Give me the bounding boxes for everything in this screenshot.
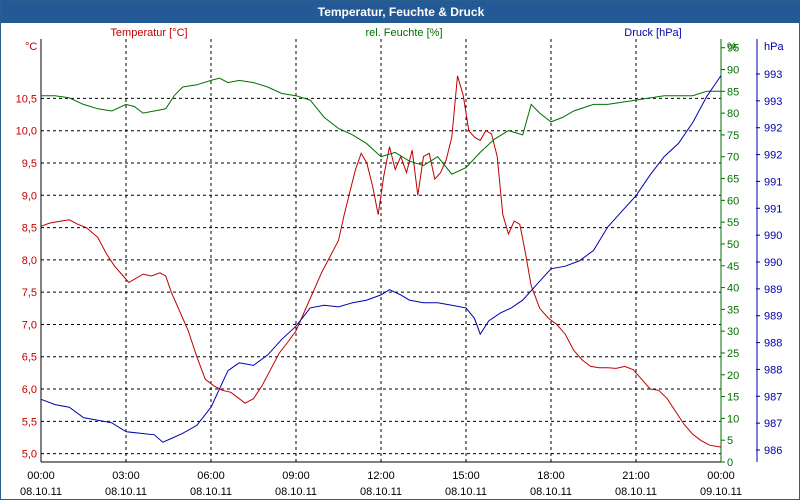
pressure-unit-label: hPa <box>764 41 784 53</box>
labels: 00:00 08.10.11 03:00 08.10.11 06:00 08.10.11 0… <box>16 27 785 498</box>
temperature-tick-label: 9,5 <box>22 158 37 170</box>
x-tick-date: 09.10.11 <box>700 486 742 498</box>
temperature-unit-label: °C <box>25 41 37 53</box>
temperature-tick-label: 7,0 <box>22 319 37 331</box>
pressure-tick-label: 989 <box>764 311 782 323</box>
x-tick-time: 18:00 <box>537 470 565 482</box>
humidity-tick-label: 60 <box>727 195 739 207</box>
humidity-tick-label: 70 <box>727 152 739 164</box>
humidity-tick-label: 85 <box>727 86 739 98</box>
temperature-tick-label: 5,5 <box>22 416 37 428</box>
temperature-tick-label: 7,5 <box>22 287 37 299</box>
x-tick-date: 08.10.11 <box>530 486 572 498</box>
temperature-tick-label: 9,0 <box>22 190 37 202</box>
series-line-pressure <box>40 75 722 443</box>
humidity-tick-label: 75 <box>727 130 739 142</box>
temperature-tick-label: 6,5 <box>22 352 37 364</box>
humidity-tick-label: 15 <box>727 392 739 404</box>
x-tick-time: 21:00 <box>622 470 650 482</box>
pressure-tick-label: 993 <box>764 69 782 81</box>
series <box>40 75 722 448</box>
legend-temperature: Temperatur [°C] <box>110 27 187 39</box>
pressure-tick-label: 987 <box>764 391 782 403</box>
humidity-tick-label: 90 <box>727 65 739 77</box>
x-tick-time: 00:00 <box>27 470 55 482</box>
temperature-tick-label: 8,0 <box>22 255 37 267</box>
pressure-tick-label: 988 <box>764 338 782 350</box>
x-tick-date: 08.10.11 <box>445 486 487 498</box>
humidity-tick-label: 55 <box>727 217 739 229</box>
window-title: Temperatur, Feuchte & Druck <box>1 1 800 23</box>
humidity-tick-label: 5 <box>727 435 733 447</box>
x-tick-date: 08.10.11 <box>275 486 317 498</box>
pressure-tick-label: 992 <box>764 150 782 162</box>
grid <box>41 39 721 462</box>
temperature-tick-label: 10,0 <box>16 126 37 138</box>
x-tick-date: 08.10.11 <box>20 486 62 498</box>
pressure-tick-label: 990 <box>764 230 782 242</box>
pressure-tick-label: 991 <box>764 203 782 215</box>
pressure-tick-label: 988 <box>764 364 782 376</box>
x-tick-date: 08.10.11 <box>360 486 402 498</box>
humidity-tick-label: 35 <box>727 304 739 316</box>
humidity-tick-label: 25 <box>727 348 739 360</box>
temperature-tick-label: 6,0 <box>22 384 37 396</box>
pressure-tick-label: 992 <box>764 123 782 135</box>
legend-humidity: rel. Feuchte [%] <box>365 27 442 39</box>
axes <box>40 39 760 463</box>
humidity-tick-label: 40 <box>727 283 739 295</box>
pressure-tick-label: 991 <box>764 176 782 188</box>
humidity-tick-label: 80 <box>727 108 739 120</box>
humidity-tick-label: 45 <box>727 261 739 273</box>
x-tick-time: 03:00 <box>112 470 140 482</box>
humidity-unit-label: % <box>727 41 737 53</box>
x-tick-date: 08.10.11 <box>105 486 147 498</box>
x-tick-date: 08.10.11 <box>190 486 232 498</box>
temperature-tick-label: 10,5 <box>16 93 37 105</box>
humidity-tick-label: 20 <box>727 370 739 382</box>
pressure-tick-label: 987 <box>764 418 782 430</box>
pressure-tick-label: 986 <box>764 445 782 457</box>
x-tick-time: 06:00 <box>197 470 225 482</box>
x-tick-time: 00:00 <box>707 470 735 482</box>
pressure-tick-label: 993 <box>764 96 782 108</box>
humidity-tick-label: 95 <box>727 43 739 55</box>
humidity-tick-label: 0 <box>727 457 733 469</box>
temperature-tick-label: 5,0 <box>22 449 37 461</box>
pressure-tick-label: 989 <box>764 284 782 296</box>
humidity-tick-label: 65 <box>727 174 739 186</box>
pressure-tick-label: 990 <box>764 257 782 269</box>
x-tick-time: 12:00 <box>367 470 395 482</box>
x-tick-date: 08.10.11 <box>615 486 657 498</box>
series-line-temperature <box>40 75 722 448</box>
humidity-tick-label: 30 <box>727 326 739 338</box>
temperature-tick-label: 8,5 <box>22 223 37 235</box>
humidity-tick-label: 10 <box>727 413 739 425</box>
x-tick-time: 09:00 <box>282 470 310 482</box>
legend-pressure: Druck [hPa] <box>624 27 681 39</box>
humidity-tick-label: 50 <box>727 239 739 251</box>
x-tick-time: 15:00 <box>452 470 480 482</box>
series-line-humidity <box>41 77 721 175</box>
